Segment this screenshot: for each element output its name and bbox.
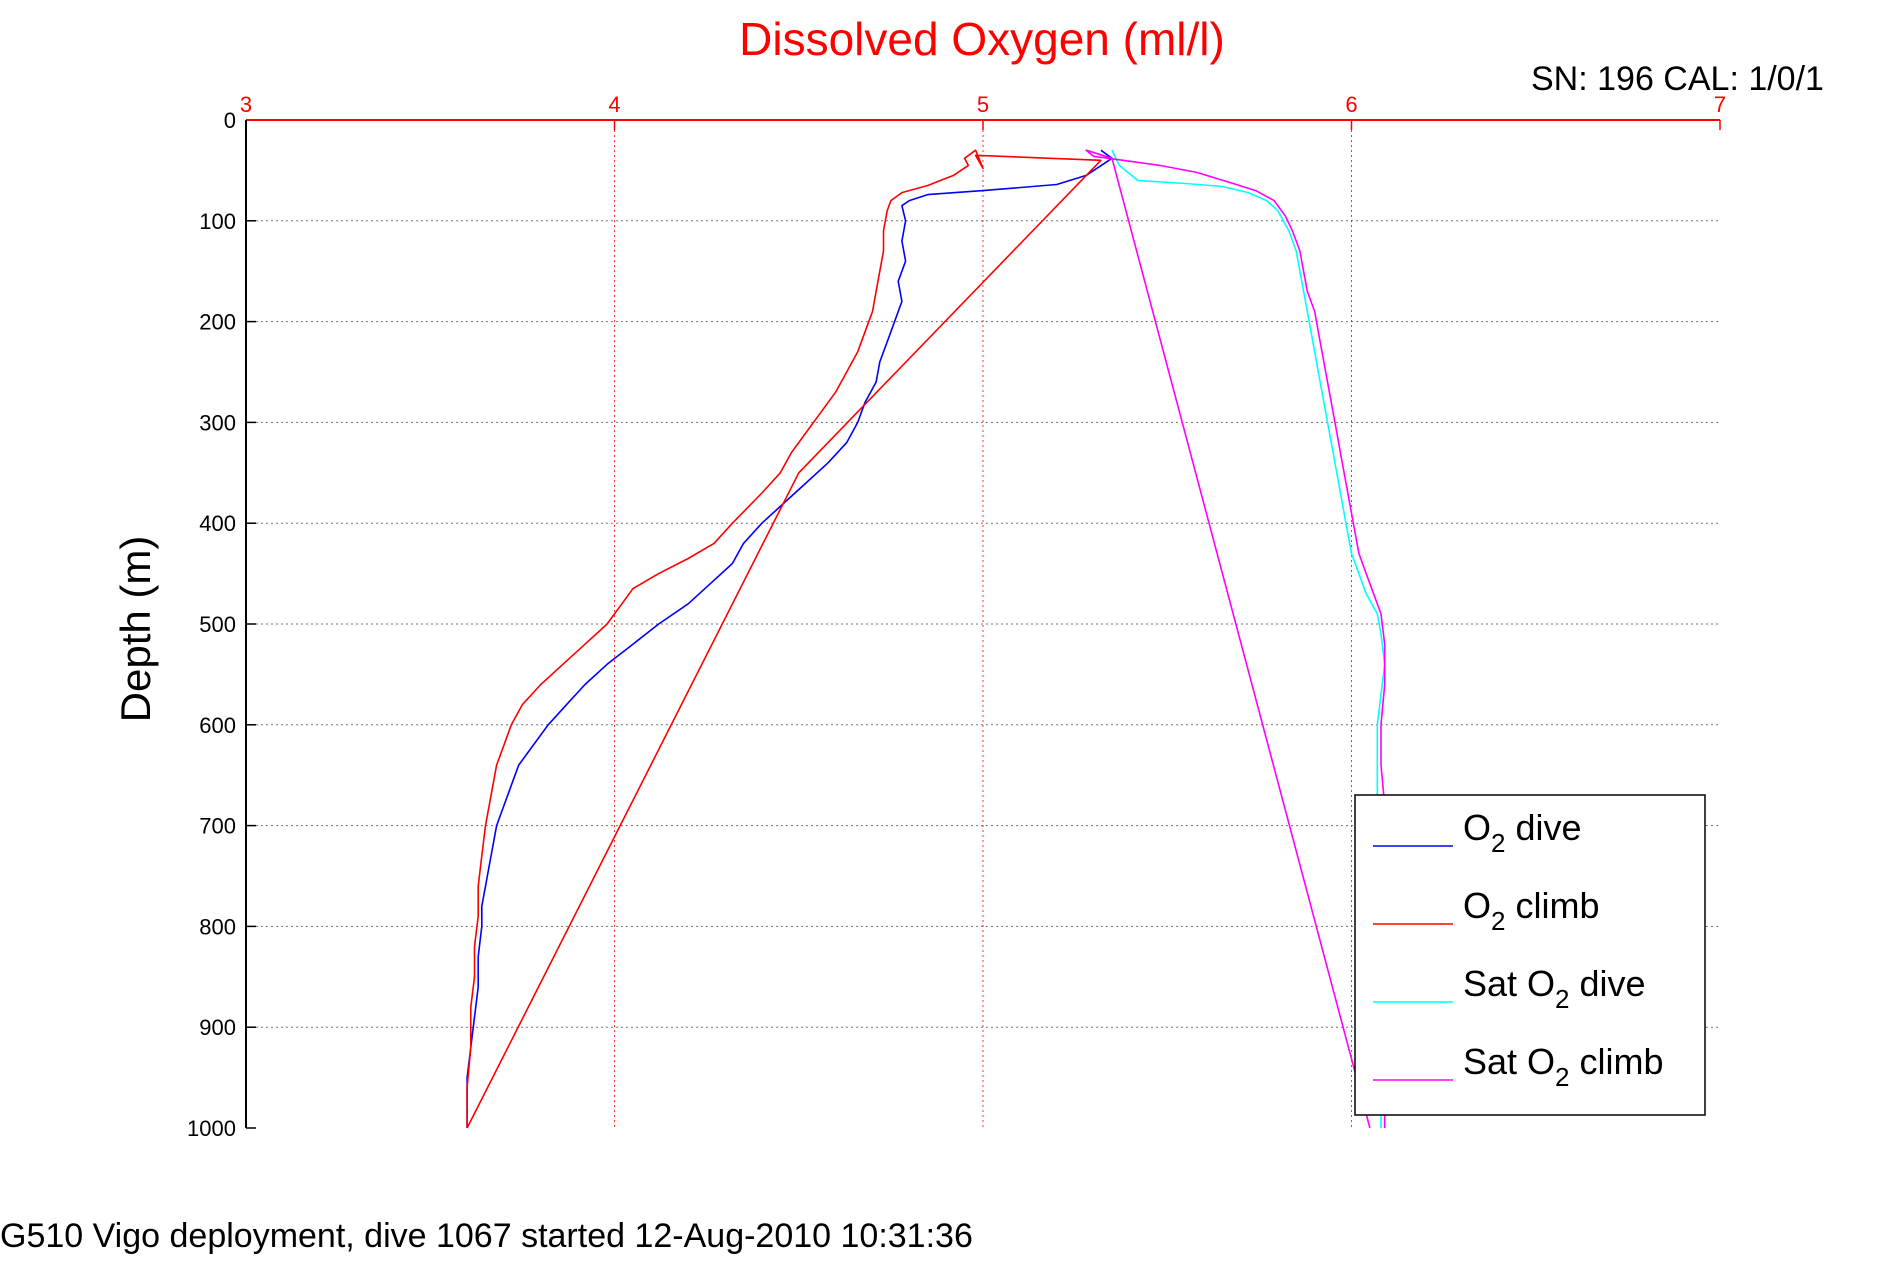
y-tick-label: 300 xyxy=(199,410,236,435)
x-tick-label: 4 xyxy=(608,92,620,117)
y-tick-label: 400 xyxy=(199,511,236,536)
chart-caption: G510 Vigo deployment, dive 1067 started … xyxy=(0,1217,973,1255)
y-tick-label: 800 xyxy=(199,914,236,939)
data-series xyxy=(466,149,1386,1129)
series-line-1 xyxy=(466,149,1113,1128)
chart-subtitle: SN: 196 CAL: 1/0/1 xyxy=(1531,60,1824,98)
y-tick-label: 900 xyxy=(199,1015,236,1040)
x-tick-label: 5 xyxy=(977,92,989,117)
legend-entry: Sat O2 dive xyxy=(1463,963,1646,1014)
axes: 0 100 200 300 400 500 600 700 800 900 1000 3 4 5 6 7 xyxy=(187,92,1726,1141)
legend: O2 dive O2 climb Sat O2 dive Sat O2 climb xyxy=(1354,794,1706,1116)
y-tick-label: 500 xyxy=(199,612,236,637)
legend-entry: Sat O2 climb xyxy=(1463,1041,1664,1092)
series-line-4 xyxy=(1085,149,1386,1129)
series-line-2 xyxy=(466,149,1102,1129)
legend-entry: O2 dive xyxy=(1463,807,1582,858)
x-tick-label: 6 xyxy=(1345,92,1357,117)
y-tick-label: 600 xyxy=(199,713,236,738)
grid-lines xyxy=(246,120,1720,1128)
legend-entry: O2 climb xyxy=(1463,885,1600,936)
y-tick-label: 100 xyxy=(199,209,236,234)
x-tick-label: 3 xyxy=(240,92,252,117)
y-tick-label: 1000 xyxy=(187,1116,236,1141)
y-tick-label: 700 xyxy=(199,814,236,839)
y-tick-label: 0 xyxy=(224,108,236,133)
chart-title: Dissolved Oxygen (ml/l) xyxy=(739,13,1225,65)
x-tick-label: 7 xyxy=(1714,92,1726,117)
y-axis-label: Depth (m) xyxy=(112,536,159,723)
legend-box xyxy=(1354,794,1706,1116)
y-tick-label: 200 xyxy=(199,310,236,335)
series-line-3 xyxy=(1111,149,1386,1128)
